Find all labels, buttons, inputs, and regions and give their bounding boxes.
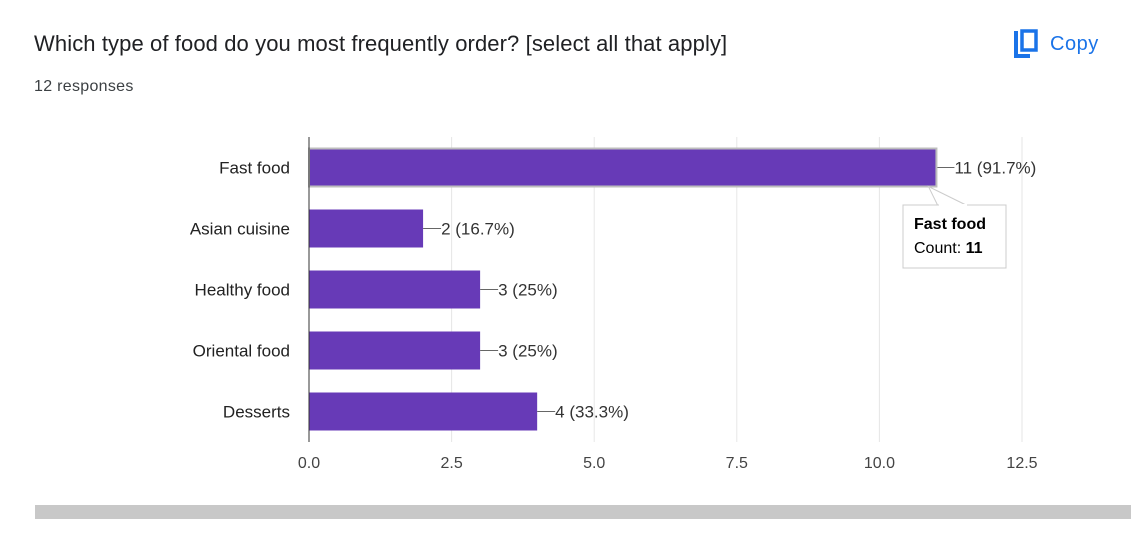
tooltip-count: Count: 11	[914, 240, 983, 257]
category-label: Healthy food	[195, 281, 290, 300]
x-tick-label: 12.5	[1006, 455, 1037, 472]
category-label: Asian cuisine	[190, 220, 290, 239]
grid-lines: 0.0 2.5 5.0 7.5 10.0 12.5	[298, 137, 1038, 472]
x-tick-label: 2.5	[440, 455, 462, 472]
data-label: 3 (25%)	[498, 281, 558, 300]
bar-chart: 0.0 2.5 5.0 7.5 10.0 12.5 Fast food 11 (91.7%)…	[190, 137, 1038, 472]
question-title: Which type of food do you most frequentl…	[34, 31, 728, 56]
x-tick-label: 10.0	[864, 455, 895, 472]
bar[interactable]	[309, 331, 481, 370]
bar[interactable]	[309, 209, 424, 248]
bar[interactable]	[309, 270, 481, 309]
x-tick-label: 0.0	[298, 455, 320, 472]
bar[interactable]	[309, 392, 538, 431]
x-tick-label: 5.0	[583, 455, 605, 472]
category-label: Fast food	[219, 159, 290, 178]
data-label: 2 (16.7%)	[441, 220, 515, 239]
data-label: 4 (33.3%)	[555, 403, 629, 422]
data-label: 3 (25%)	[498, 342, 558, 361]
tooltip-box	[902, 204, 1007, 269]
tooltip-pointer	[927, 185, 969, 207]
bar[interactable]	[309, 148, 937, 187]
tooltip-title: Fast food	[914, 216, 986, 233]
tooltip: Fast food Count: 11	[902, 185, 1007, 269]
x-tick-label: 7.5	[726, 455, 748, 472]
copy-button[interactable]: Copy	[1004, 24, 1107, 64]
category-label: Oriental food	[193, 342, 290, 361]
copy-label: Copy	[1050, 32, 1099, 55]
category-label: Desserts	[223, 403, 290, 422]
horizontal-scrollbar[interactable]	[35, 505, 1131, 519]
copy-icon	[1014, 29, 1038, 58]
data-label: 11 (91.7%)	[954, 159, 1036, 178]
bars: Fast food 11 (91.7%) Asian cuisine 2 (16.7%…	[190, 147, 1036, 431]
response-count: 12 responses	[34, 78, 134, 95]
